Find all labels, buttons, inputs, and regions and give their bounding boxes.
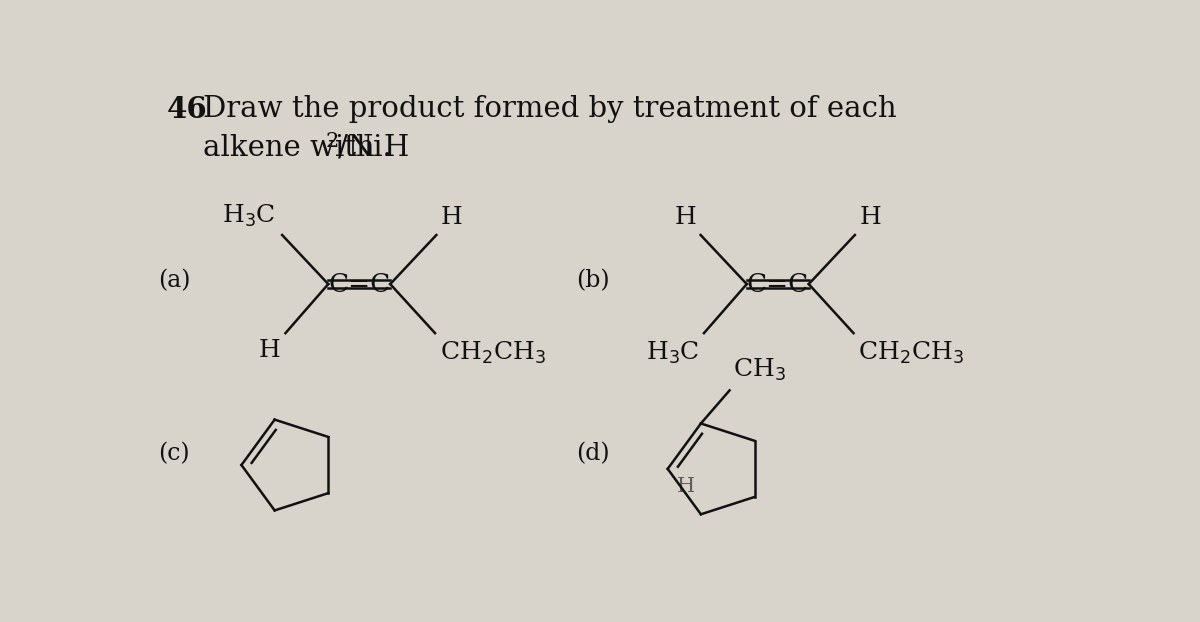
Text: /Ni.: /Ni. [338, 134, 392, 162]
Text: (d): (d) [576, 442, 610, 465]
Text: H: H [674, 206, 696, 229]
Text: CH$_2$CH$_3$: CH$_2$CH$_3$ [858, 340, 964, 366]
Text: Draw the product formed by treatment of each: Draw the product formed by treatment of … [203, 95, 896, 123]
Text: C=C: C=C [328, 272, 390, 297]
Text: (b): (b) [576, 269, 610, 292]
Text: H: H [859, 206, 881, 229]
Text: (c): (c) [157, 442, 190, 465]
Text: H$_3$C: H$_3$C [646, 340, 700, 366]
Text: 46: 46 [167, 95, 208, 124]
Text: H$_3$C: H$_3$C [222, 203, 276, 229]
Text: 2: 2 [326, 132, 340, 151]
Text: H: H [677, 476, 695, 496]
Text: (a): (a) [157, 269, 191, 292]
Text: CH$_2$CH$_3$: CH$_2$CH$_3$ [439, 340, 546, 366]
Text: H: H [259, 340, 281, 363]
Text: H: H [442, 206, 463, 229]
Text: CH$_3$: CH$_3$ [733, 357, 786, 383]
Text: C=C: C=C [746, 272, 809, 297]
Text: alkene with H: alkene with H [203, 134, 409, 162]
